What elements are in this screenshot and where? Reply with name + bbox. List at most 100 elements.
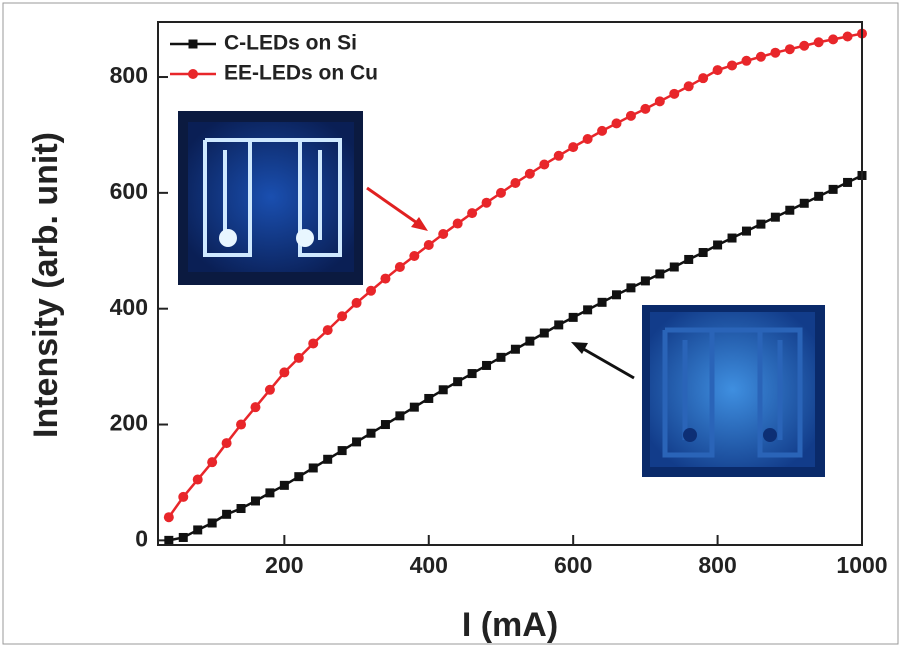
point	[482, 198, 492, 208]
point	[222, 510, 231, 519]
point	[626, 283, 635, 292]
y-tick-label: 600	[110, 178, 148, 204]
y-tick-label: 400	[110, 294, 148, 320]
point	[598, 298, 607, 307]
point	[828, 34, 838, 44]
point	[179, 533, 188, 542]
point	[742, 227, 751, 236]
point	[699, 248, 708, 257]
point	[236, 420, 246, 430]
point	[482, 361, 491, 370]
point	[829, 185, 838, 194]
point	[193, 475, 203, 485]
point	[208, 518, 217, 527]
point	[728, 234, 737, 243]
point	[785, 44, 795, 54]
point	[352, 437, 361, 446]
point	[597, 126, 607, 136]
point	[640, 104, 650, 114]
point	[222, 438, 232, 448]
inset-c-led	[642, 305, 825, 477]
point	[309, 463, 318, 472]
point	[424, 240, 434, 250]
point	[655, 96, 665, 106]
x-tick-label: 800	[698, 552, 736, 578]
point	[756, 52, 766, 62]
point	[771, 213, 780, 222]
point	[439, 385, 448, 394]
point	[612, 290, 621, 299]
point	[843, 178, 852, 187]
point	[207, 457, 217, 467]
point	[265, 488, 274, 497]
point	[511, 345, 520, 354]
point	[164, 512, 174, 522]
point	[178, 492, 188, 502]
point	[741, 56, 751, 66]
point	[164, 536, 173, 545]
point	[380, 274, 390, 284]
point	[713, 240, 722, 249]
point	[338, 446, 347, 455]
point	[251, 496, 260, 505]
point	[525, 169, 535, 179]
point	[337, 311, 347, 321]
point	[323, 455, 332, 464]
point	[554, 320, 563, 329]
point	[684, 255, 693, 264]
arrows	[367, 188, 634, 378]
point	[438, 229, 448, 239]
point	[367, 429, 376, 438]
point	[381, 420, 390, 429]
point	[280, 481, 289, 490]
point	[641, 276, 650, 285]
point	[814, 192, 823, 201]
x-tick-label: 200	[265, 552, 303, 578]
point	[713, 65, 723, 75]
point	[496, 353, 505, 362]
point	[496, 188, 506, 198]
x-tick-label: 1000	[836, 552, 887, 578]
point	[366, 286, 376, 296]
point	[250, 402, 260, 412]
point	[510, 178, 520, 188]
legend-marker	[189, 40, 198, 49]
point	[294, 353, 304, 363]
point	[669, 89, 679, 99]
y-tick-label: 200	[110, 410, 148, 436]
y-tick-label: 0	[135, 525, 148, 551]
point	[800, 199, 809, 208]
y-tick-label: 800	[110, 62, 148, 88]
point	[323, 325, 333, 335]
point	[785, 206, 794, 215]
point	[467, 208, 477, 218]
point	[424, 394, 433, 403]
point	[612, 118, 622, 128]
point	[670, 262, 679, 271]
x-tick-label: 400	[410, 552, 448, 578]
point	[352, 298, 362, 308]
point	[843, 31, 853, 41]
point	[279, 367, 289, 377]
legend-label: EE-LEDs on Cu	[224, 62, 378, 85]
point	[756, 220, 765, 229]
point	[569, 313, 578, 322]
point	[525, 337, 534, 346]
point	[540, 329, 549, 338]
point	[583, 134, 593, 144]
point	[539, 159, 549, 169]
point	[395, 411, 404, 420]
point	[395, 262, 405, 272]
point	[814, 37, 824, 47]
point	[410, 403, 419, 412]
point	[193, 525, 202, 534]
inset-ee-led	[178, 111, 363, 285]
legend-marker	[188, 69, 198, 79]
point	[265, 385, 275, 395]
point	[468, 369, 477, 378]
point	[237, 504, 246, 513]
point	[655, 269, 664, 278]
point	[409, 251, 419, 261]
point	[770, 48, 780, 58]
point	[727, 60, 737, 70]
